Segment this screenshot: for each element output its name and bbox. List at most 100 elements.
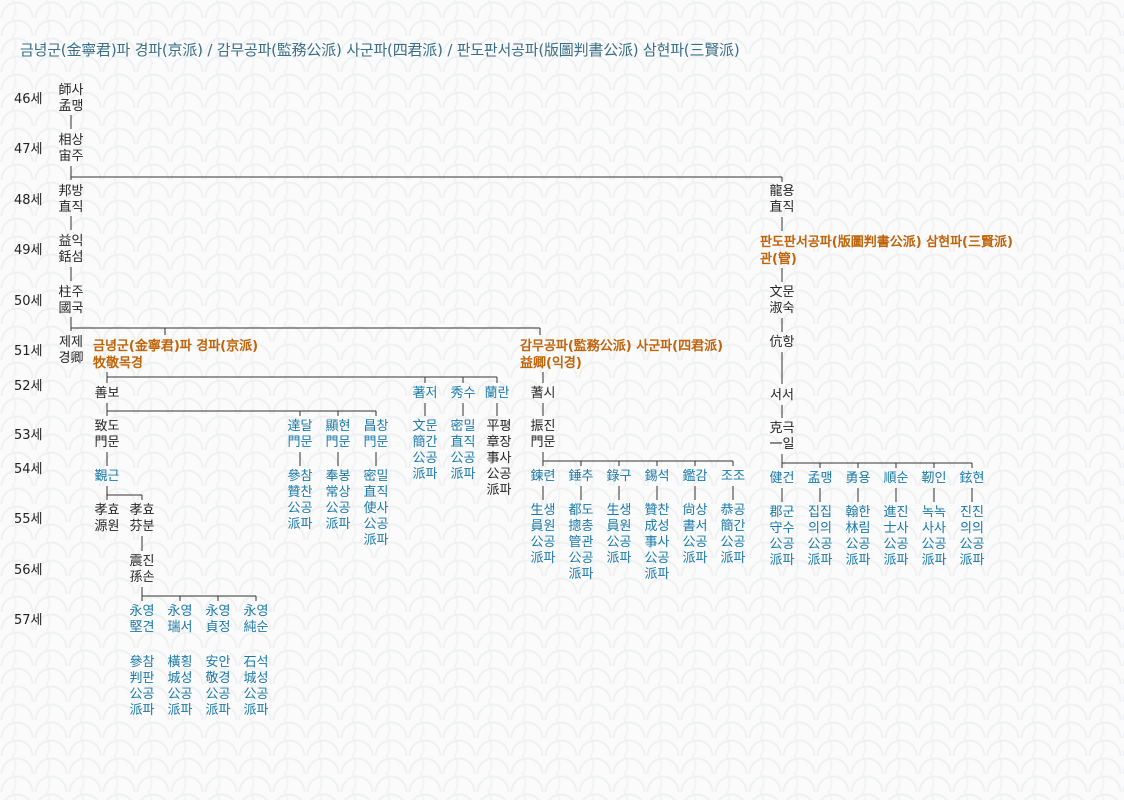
person-node[interactable]: 恭공 簡간 公공 派파 <box>721 503 746 567</box>
person-node-line: 蓍시 <box>530 386 556 401</box>
person-node: 伉항 <box>770 335 795 351</box>
person-node[interactable]: 健건 <box>770 471 795 487</box>
person-node[interactable]: 鑑감 <box>683 469 708 485</box>
person-node[interactable]: 永영 貞정 <box>206 604 231 636</box>
person-node-line: 參참 <box>129 655 155 670</box>
person-node[interactable]: 秀수 <box>451 386 476 402</box>
person-node-line: 門문 <box>530 435 556 450</box>
person-node-line: 芬분 <box>129 519 155 534</box>
person-node-line: 派파 <box>720 551 746 566</box>
person-node-line: 翰한 <box>845 505 871 520</box>
person-node[interactable]: 文문 簡간 公공 派파 <box>413 419 438 483</box>
person-node: 龍용 直직 <box>770 184 795 216</box>
person-node-line: 제제 <box>59 335 83 350</box>
person-node[interactable]: 翰한 林림 公공 派파 <box>846 505 871 569</box>
person-node-line: 公공 <box>568 551 594 566</box>
person-node[interactable]: 奉봉 常상 公공 派파 <box>326 469 351 533</box>
person-node[interactable]: 郡군 守수 公공 派파 <box>770 505 795 569</box>
person-node-line: 銛섬 <box>58 250 84 265</box>
person-node[interactable]: 孟맹 <box>808 471 833 487</box>
person-node-line: 顯현 <box>325 419 351 434</box>
person-node-line: 公공 <box>129 687 155 702</box>
person-node[interactable]: 昌창 門문 <box>364 419 389 451</box>
person-node[interactable]: 錘추 <box>569 469 594 485</box>
person-node[interactable]: 都도 摠총 管관 公공 派파 <box>569 503 594 583</box>
person-node-line: 覲근 <box>94 469 120 484</box>
person-node-line: 安안 <box>205 655 231 670</box>
person-node-line: 城성 <box>167 671 193 686</box>
person-node-line: 公공 <box>287 501 313 516</box>
person-node-line: 書서 <box>682 519 708 534</box>
person-node-line: 蘭란 <box>484 386 510 401</box>
person-node-line: 派파 <box>363 533 389 548</box>
branch-heading-line: 판도판서공파(版圖判書公派) 삼현파(三賢派) <box>760 235 1013 250</box>
person-node[interactable]: 達달 門문 <box>288 419 313 451</box>
person-node-line: 純순 <box>243 620 269 635</box>
person-node[interactable]: 진진 의의 公공 派파 <box>960 505 985 569</box>
person-node-line: 派파 <box>568 567 594 582</box>
branch-heading: 감무공파(監務公派) 사군파(四君派) 益卿(익경) <box>520 338 723 372</box>
person-node[interactable]: 贊찬 成성 事사 公공 派파 <box>645 503 670 583</box>
person-node[interactable]: 石석 城성 公공 派파 <box>244 655 269 719</box>
person-node-line: 事사 <box>486 451 512 466</box>
person-node[interactable]: 生생 員원 公공 派파 <box>607 503 632 567</box>
person-node-line: 尙상 <box>682 503 708 518</box>
person-node[interactable]: 鍊련 <box>531 469 556 485</box>
person-node-line: 鍊련 <box>530 469 556 484</box>
person-node-line: 使사 <box>363 501 389 516</box>
person-node-line: 一일 <box>769 437 795 452</box>
person-node[interactable]: 조조 <box>721 469 745 485</box>
person-node-line: 守수 <box>769 521 795 536</box>
person-node-line: 公공 <box>486 467 512 482</box>
person-node-line: 都도 <box>568 503 594 518</box>
person-node[interactable]: 進진 士사 公공 派파 <box>884 505 909 569</box>
person-node-line: 派파 <box>205 703 231 718</box>
person-node[interactable]: 參참 贊찬 公공 派파 <box>288 469 313 533</box>
person-node[interactable]: 鉉현 <box>960 471 985 487</box>
person-node-line: 孟맹 <box>58 99 84 114</box>
person-node-line: 簡간 <box>720 519 746 534</box>
person-node[interactable]: 安안 敬경 公공 派파 <box>206 655 231 719</box>
person-node[interactable]: 生생 員원 公공 派파 <box>531 503 556 567</box>
person-node[interactable]: 靭인 <box>922 471 947 487</box>
person-node[interactable]: 順순 <box>884 471 909 487</box>
person-node[interactable]: 勇용 <box>846 471 871 487</box>
person-node[interactable]: 녹녹 사사 公공 派파 <box>922 505 947 569</box>
person-node[interactable]: 著저 <box>413 386 438 402</box>
branch-heading: 판도판서공파(版圖判書公派) 삼현파(三賢派) 관(管) <box>760 234 1013 268</box>
generation-label: 49세 <box>14 243 43 258</box>
person-node: 제제 경卿 <box>59 335 84 367</box>
person-node[interactable]: 橫횡 城성 公공 派파 <box>168 655 193 719</box>
person-node[interactable]: 永영 瑞서 <box>168 604 193 636</box>
person-node[interactable]: 永영 純순 <box>244 604 269 636</box>
person-node-line: 常상 <box>325 485 351 500</box>
person-node[interactable]: 錫석 <box>645 469 670 485</box>
person-node: 相상 宙주 <box>59 133 84 165</box>
person-node[interactable]: 尙상 書서 公공 派파 <box>683 503 708 567</box>
branch-heading-line: 牧敬목경 <box>93 356 143 371</box>
person-node[interactable]: 永영 堅견 <box>130 604 155 636</box>
generation-label: 50세 <box>14 294 43 309</box>
page-title: 금녕군(金寧君)파 경파(京派) / 감무공파(監務公派) 사군파(四君派) /… <box>20 41 740 59</box>
person-node-line: 鉉현 <box>959 471 985 486</box>
person-node[interactable]: 密밀 直직 公공 派파 <box>451 419 476 483</box>
person-node-line: 公공 <box>644 551 670 566</box>
person-node[interactable]: 顯현 門문 <box>326 419 351 451</box>
person-node-line: 경卿 <box>58 351 84 366</box>
generation-label: 56세 <box>14 563 43 578</box>
person-node[interactable]: 蘭란 <box>485 386 510 402</box>
person-node[interactable]: 覲근 <box>95 469 120 485</box>
person-node[interactable]: 錄구 <box>607 469 632 485</box>
person-node[interactable]: 密밀 直직 使사 公공 派파 <box>364 469 389 549</box>
person-node-line: 秀수 <box>450 386 476 401</box>
person-node[interactable]: 參참 判판 公공 派파 <box>130 655 155 719</box>
person-node[interactable]: 집집 의의 公공 派파 <box>808 505 833 569</box>
person-node-line: 相상 <box>58 133 84 148</box>
person-node-line: 녹녹 <box>922 505 946 520</box>
branch-heading-line: 금녕군(金寧君)파 경파(京派) <box>93 339 259 354</box>
branch-heading-line: 감무공파(監務公派) 사군파(四君派) <box>520 339 724 354</box>
person-node-line: 公공 <box>363 517 389 532</box>
person-node: 致도 門문 <box>95 419 120 451</box>
person-node-line: 昌창 <box>363 419 389 434</box>
person-node-line: 孟맹 <box>807 471 833 486</box>
